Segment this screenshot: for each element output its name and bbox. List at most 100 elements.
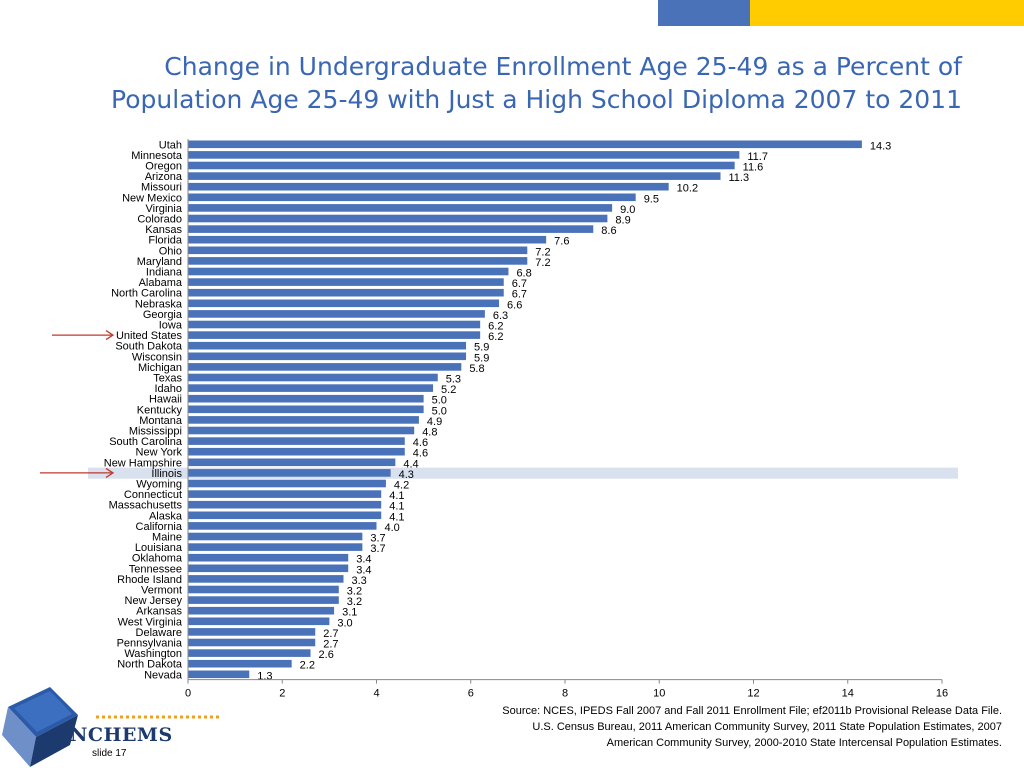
- category-label: North Dakota: [117, 659, 183, 671]
- x-tick-label: 12: [747, 688, 759, 700]
- bar: [188, 193, 636, 202]
- data-label: 5.8: [469, 363, 484, 375]
- data-label: 4.1: [389, 490, 404, 502]
- bar: [188, 394, 424, 403]
- x-tick-label: 16: [936, 688, 948, 700]
- category-label: Florida: [148, 235, 183, 247]
- data-label: 4.0: [385, 522, 400, 534]
- category-label: Delaware: [136, 627, 182, 639]
- bar: [188, 500, 382, 509]
- bar: [188, 670, 250, 679]
- data-label: 14.3: [870, 140, 891, 152]
- bar: [188, 331, 481, 339]
- data-label: 6.8: [516, 268, 531, 280]
- category-label: California: [136, 521, 183, 533]
- data-label: 4.4: [403, 458, 418, 470]
- category-label: New Hampshire: [104, 457, 182, 469]
- data-label: 4.3: [399, 469, 414, 481]
- category-label: Texas: [153, 373, 182, 385]
- data-label: 4.9: [427, 416, 442, 428]
- bar: [188, 363, 462, 371]
- data-label: 6.2: [488, 321, 503, 333]
- bar: [188, 204, 613, 212]
- slide-number: slide 17: [92, 748, 127, 759]
- bar: [188, 161, 735, 170]
- category-label: Hawaii: [149, 394, 182, 406]
- nchems-logo-icon: [2, 687, 222, 767]
- bar: [188, 246, 528, 255]
- x-tick-label: 6: [468, 688, 474, 700]
- category-label: Maine: [152, 532, 182, 544]
- slide-title-line-1: Change in Undergraduate Enrollment Age 2…: [164, 52, 962, 81]
- logo-text: NCHEMS: [70, 724, 173, 746]
- category-label: Michigan: [138, 362, 182, 374]
- category-label: West Virginia: [118, 616, 183, 628]
- category-label: New Mexico: [122, 192, 182, 204]
- bar: [188, 447, 405, 456]
- category-label: Oklahoma: [132, 553, 183, 565]
- bar: [188, 341, 467, 350]
- slide-title: Change in Undergraduate Enrollment Age 2…: [40, 50, 962, 116]
- data-label: 5.9: [474, 342, 489, 354]
- data-label: 3.2: [347, 596, 362, 608]
- arrowhead-icon: [105, 467, 115, 478]
- data-label: 4.8: [422, 427, 437, 439]
- data-label: 5.0: [432, 395, 447, 407]
- bar: [188, 543, 363, 551]
- bar: [188, 596, 339, 604]
- data-label: 7.2: [535, 257, 550, 269]
- bar: [188, 638, 316, 647]
- category-label: Alabama: [139, 277, 183, 289]
- bar: [188, 235, 547, 244]
- header-accent-blue: [658, 0, 750, 26]
- header-accent-yellow: [750, 0, 1024, 26]
- x-tick-label: 8: [562, 688, 568, 700]
- bar: [188, 384, 434, 392]
- bar: [188, 479, 386, 488]
- x-tick-label: 10: [653, 688, 665, 700]
- data-label: 10.2: [677, 183, 698, 195]
- bar: [188, 553, 349, 562]
- bar: [188, 182, 669, 191]
- bar: [188, 659, 292, 668]
- bar: [188, 585, 339, 594]
- bar: [188, 437, 405, 445]
- data-label: 7.2: [535, 246, 550, 258]
- bar: [188, 564, 349, 573]
- x-tick-label: 14: [842, 688, 854, 700]
- data-label: 6.2: [488, 331, 503, 343]
- bar: [188, 352, 467, 361]
- bar: [188, 257, 528, 265]
- category-label: Wisconsin: [132, 351, 182, 363]
- category-label: Indiana: [146, 267, 183, 279]
- category-label: Georgia: [143, 309, 183, 321]
- category-label: Kentucky: [137, 404, 183, 416]
- category-label: Ohio: [159, 245, 182, 257]
- bar: [188, 458, 396, 467]
- category-label: Colorado: [137, 214, 182, 226]
- source-line-2: U.S. Census Bureau, 2011 American Commun…: [532, 721, 1002, 733]
- x-tick-label: 4: [373, 688, 379, 700]
- category-label: Louisiana: [135, 542, 183, 554]
- slide-title-line-2: Population Age 25-49 with Just a High Sc…: [111, 85, 962, 114]
- category-label: South Carolina: [109, 436, 183, 448]
- category-label: North Carolina: [111, 288, 183, 300]
- category-label: Utah: [159, 139, 182, 151]
- data-label: 9.5: [644, 193, 659, 205]
- category-label: United States: [116, 330, 183, 342]
- category-label: Minnesota: [131, 150, 183, 162]
- x-tick-label: 2: [279, 688, 285, 700]
- category-label: Maryland: [137, 256, 182, 268]
- bar: [188, 310, 485, 318]
- bar: [188, 416, 419, 424]
- arrowhead-icon: [105, 330, 115, 341]
- bar: [188, 267, 509, 276]
- data-label: 3.1: [342, 607, 357, 619]
- source-note: Source: NCES, IPEDS Fall 2007 and Fall 2…: [380, 703, 1002, 751]
- x-tick-label: 0: [185, 688, 191, 700]
- data-label: 6.3: [493, 310, 508, 322]
- bar: [188, 320, 481, 329]
- data-label: 6.7: [512, 278, 527, 290]
- bar: [188, 151, 740, 159]
